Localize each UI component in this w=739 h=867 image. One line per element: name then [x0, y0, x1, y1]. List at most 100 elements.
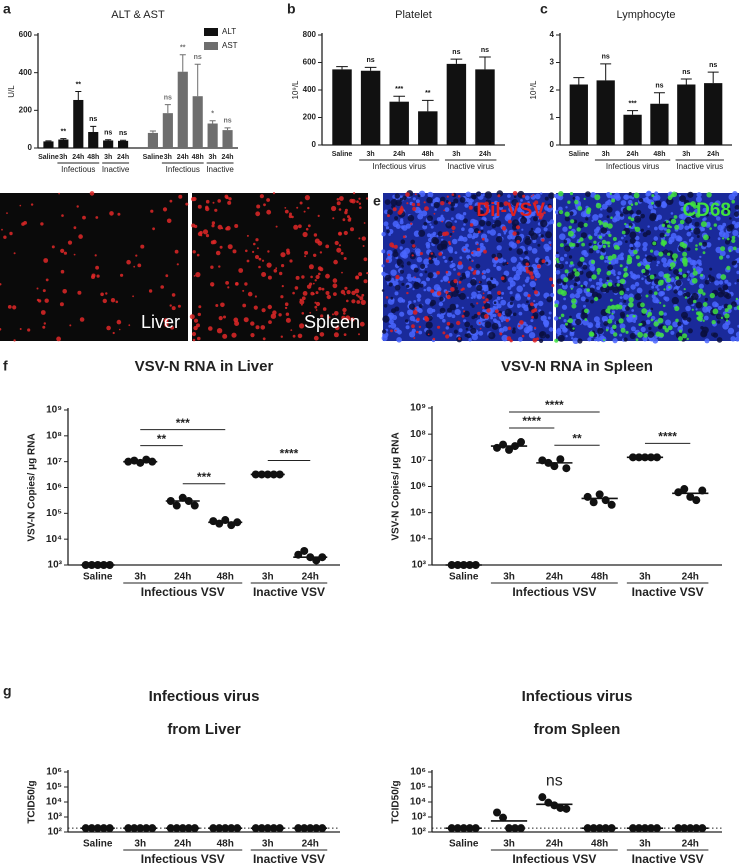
stain-spot: [662, 201, 666, 205]
stain-spot: [359, 206, 362, 209]
stain-spot: [558, 316, 562, 320]
stain-spot: [399, 246, 403, 250]
x-tick-label: 24h: [174, 572, 191, 583]
stain-spot: [673, 289, 678, 294]
stain-spot: [578, 240, 580, 243]
stain-spot: [417, 298, 421, 302]
stain-spot: [471, 315, 476, 320]
stain-spot: [401, 299, 406, 303]
stain-spot: [620, 213, 624, 217]
stain-spot: [716, 313, 722, 320]
stain-spot: [504, 308, 512, 317]
stain-spot: [458, 214, 465, 221]
stain-spot: [527, 246, 533, 251]
stain-spot: [343, 257, 347, 260]
stain-spot: [520, 216, 528, 224]
stain-spot: [588, 278, 593, 282]
stain-spot: [680, 213, 687, 220]
stain-spot: [419, 283, 424, 288]
stain-spot: [730, 336, 736, 342]
stain-spot: [284, 209, 289, 214]
stain-spot: [646, 255, 654, 263]
legend-swatch: [204, 42, 218, 50]
stain-spot: [628, 225, 632, 228]
stain-spot: [443, 209, 446, 212]
stain-spot: [445, 290, 449, 294]
stain-spot: [339, 196, 344, 201]
stain-spot: [722, 237, 725, 240]
stain-spot: [530, 195, 533, 198]
stain-spot: [525, 266, 529, 270]
stain-spot: [255, 325, 260, 330]
stain-spot: [628, 293, 634, 299]
stain-spot: [551, 221, 554, 225]
stain-spot: [620, 200, 627, 206]
stain-spot: [346, 290, 351, 295]
micrograph: Dil-VSV: [381, 190, 555, 343]
y-tick-label: 10⁹: [410, 403, 426, 414]
stain-spot: [164, 322, 169, 327]
stain-spot: [471, 334, 478, 341]
stain-spot: [453, 279, 458, 284]
stain-spot: [412, 197, 416, 201]
stain-spot: [400, 239, 406, 244]
stain-spot: [560, 313, 565, 318]
stain-spot: [653, 291, 658, 296]
stain-spot: [475, 191, 482, 197]
x-tick-label: 24h: [682, 572, 699, 583]
stain-spot: [356, 200, 359, 203]
stain-spot: [266, 262, 272, 268]
stain-spot: [359, 321, 365, 327]
stain-spot: [726, 212, 730, 215]
stain-spot: [496, 266, 502, 271]
stain-spot: [320, 314, 324, 318]
data-point: [583, 492, 592, 501]
stain-spot: [720, 274, 727, 280]
stain-spot: [615, 320, 620, 325]
stain-spot: [478, 281, 481, 283]
x-tick-label: 24h: [393, 151, 405, 158]
stain-spot: [596, 249, 600, 254]
stain-spot: [437, 231, 443, 237]
stain-spot: [619, 264, 623, 268]
stain-spot: [606, 230, 611, 235]
x-tick-label: 3h: [452, 151, 460, 158]
stain-spot: [1, 228, 3, 231]
stain-spot: [387, 209, 393, 216]
stain-spot: [359, 296, 364, 301]
error-bar: [707, 71, 719, 84]
stain-spot: [192, 338, 196, 342]
stain-spot: [724, 308, 729, 313]
stain-spot: [522, 284, 526, 287]
stain-spot: [630, 246, 634, 251]
stain-spot: [641, 269, 646, 274]
stain-spot: [416, 330, 419, 334]
stain-spot: [658, 310, 664, 316]
stain-spot: [525, 269, 530, 274]
stain-spot: [334, 240, 339, 246]
y-tick-label: 600: [303, 58, 317, 67]
stain-spot: [620, 236, 624, 240]
stain-spot: [433, 212, 436, 215]
stain-spot: [698, 242, 703, 246]
stain-spot: [520, 203, 528, 210]
stain-spot: [535, 193, 541, 200]
stain-spot: [660, 240, 666, 246]
stain-spot: [534, 278, 537, 281]
stain-spot: [294, 286, 299, 290]
stain-spot: [528, 271, 534, 276]
stain-spot: [647, 314, 650, 318]
stain-spot: [462, 212, 467, 216]
stain-spot: [109, 211, 114, 216]
stain-spot: [246, 234, 249, 237]
stain-spot: [662, 262, 668, 268]
stain-spot: [438, 301, 444, 307]
stain-spot: [491, 283, 497, 289]
stain-spot: [679, 241, 685, 247]
stain-spot: [717, 305, 723, 311]
y-tick-label: 0: [312, 140, 317, 149]
stain-spot: [697, 288, 704, 295]
stain-spot: [612, 338, 618, 344]
stain-spot: [399, 311, 405, 317]
stain-spot: [599, 278, 603, 282]
